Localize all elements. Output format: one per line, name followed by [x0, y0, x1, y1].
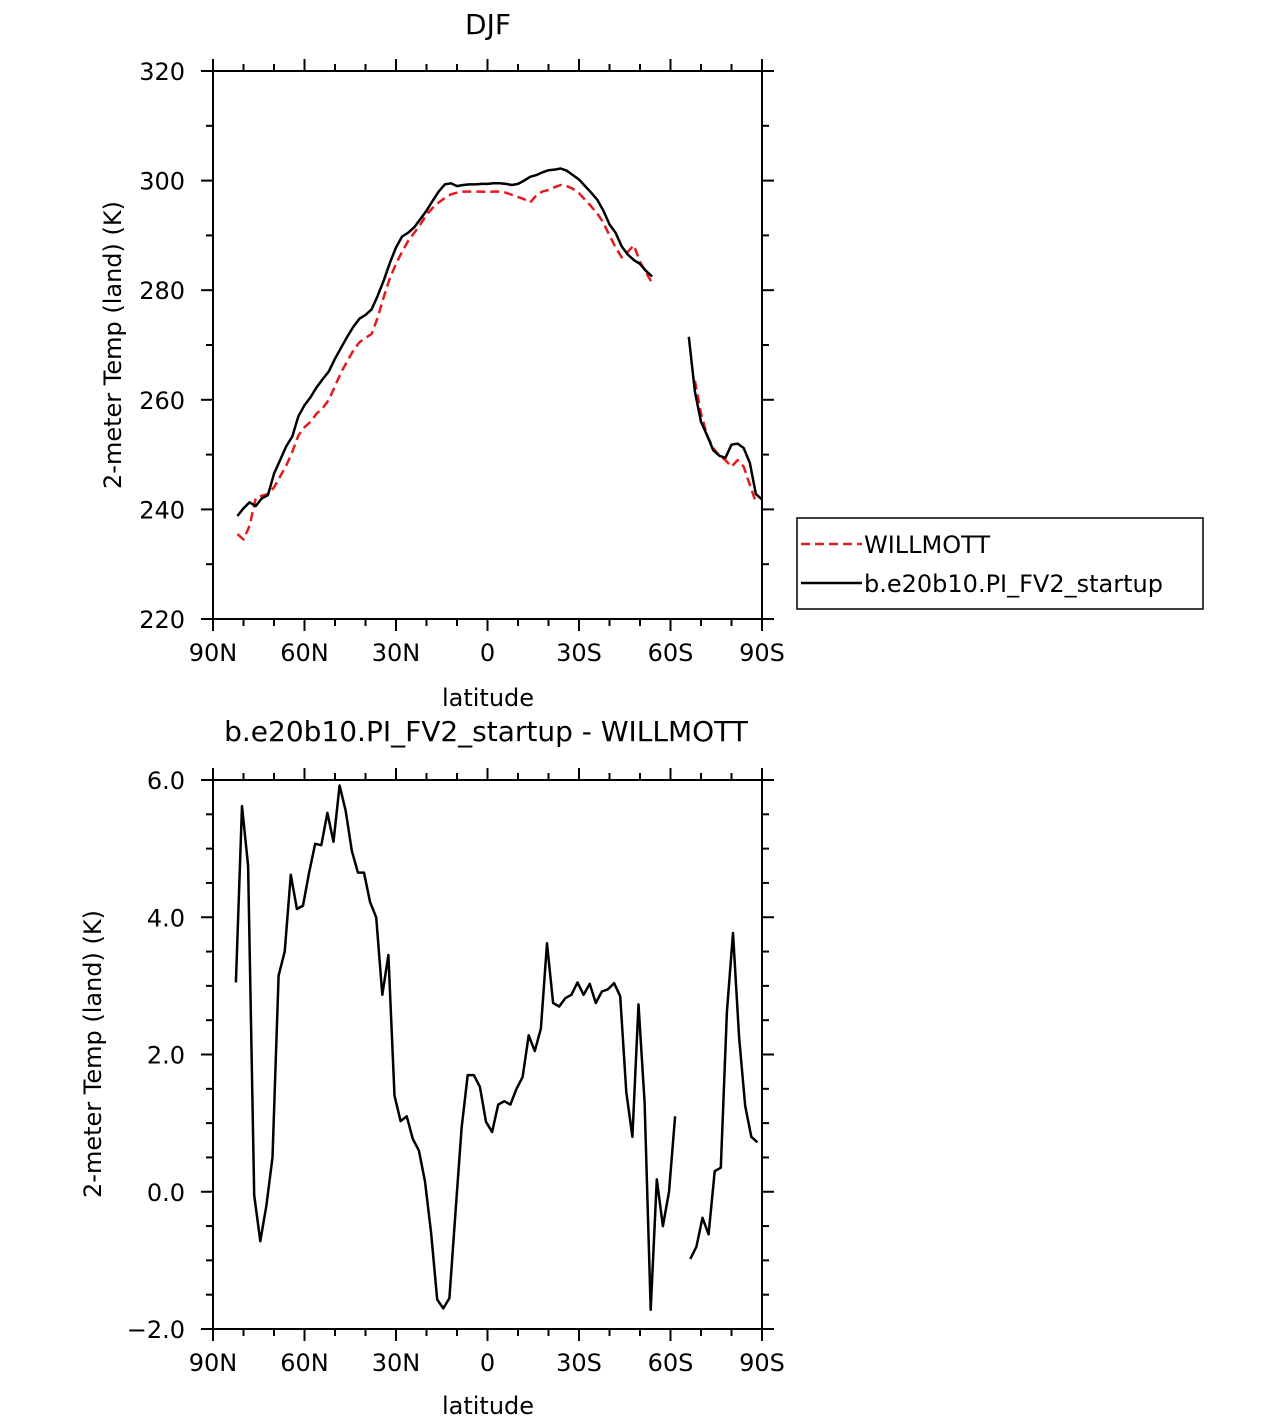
plot-frame — [212, 70, 763, 620]
x-tick-label: 0 — [480, 1349, 495, 1377]
x-tick-label: 30S — [556, 639, 602, 667]
y-tick-label: 320 — [139, 58, 185, 86]
x-tick-label: 60S — [648, 1349, 694, 1377]
x-tick-label: 90S — [739, 1349, 785, 1377]
x-tick-label: 90S — [739, 639, 785, 667]
axis-ticks — [201, 768, 774, 1341]
x-tick-label: 30S — [556, 1349, 602, 1377]
y-tick-label: 4.0 — [147, 904, 185, 932]
x-tick-label: 90N — [189, 1349, 238, 1377]
y-tick-label: 260 — [139, 387, 185, 415]
y-tick-label: 280 — [139, 277, 185, 305]
axis-ticks — [201, 59, 774, 631]
legend-box — [796, 517, 1204, 610]
y-tick-label: 240 — [139, 496, 185, 524]
y-axis-tick-labels: −2.0 0.0 2.0 4.0 6.0 — [127, 767, 185, 1344]
chart-title: DJF — [465, 8, 511, 41]
y-axis-tick-labels: 220 240 260 280 300 320 — [139, 58, 185, 634]
bottom-difference-chart: b.e20b10.PI_FV2_startup - WILLMOTT −2.0 0… — [79, 715, 785, 1420]
y-axis-title: 2-meter Temp (land) (K) — [99, 201, 127, 489]
x-axis-title: latitude — [442, 684, 534, 712]
legend: WILLMOTT b.e20b10.PI_FV2_startup — [796, 517, 1204, 610]
x-tick-label: 60N — [280, 639, 329, 667]
y-axis-title: 2-meter Temp (land) (K) — [79, 910, 107, 1198]
x-tick-label: 30N — [372, 639, 421, 667]
y-tick-label: 2.0 — [147, 1042, 185, 1070]
x-axis-title: latitude — [442, 1392, 534, 1420]
series-line-0 — [689, 931, 759, 1260]
chart-title: b.e20b10.PI_FV2_startup - WILLMOTT — [224, 715, 749, 748]
x-tick-label: 90N — [189, 639, 238, 667]
x-tick-label: 0 — [480, 639, 495, 667]
legend-label-model: b.e20b10.PI_FV2_startup — [864, 570, 1163, 598]
series-line-0 — [236, 183, 654, 541]
x-tick-label: 60N — [280, 1349, 329, 1377]
series-line-1 — [687, 336, 763, 501]
y-tick-label: −2.0 — [127, 1316, 185, 1344]
x-tick-label: 30N — [372, 1349, 421, 1377]
legend-label-willmott: WILLMOTT — [864, 531, 990, 559]
series-line-0 — [693, 380, 758, 503]
y-tick-label: 300 — [139, 168, 185, 196]
y-tick-label: 0.0 — [147, 1179, 185, 1207]
x-tick-label: 60S — [648, 639, 694, 667]
x-axis-tick-labels: 90N 60N 30N 0 30S 60S 90S — [189, 1349, 785, 1377]
series-lines — [234, 784, 759, 1312]
series-line-1 — [236, 167, 654, 517]
series-line-0 — [234, 784, 677, 1312]
x-axis-tick-labels: 90N 60N 30N 0 30S 60S 90S — [189, 639, 785, 667]
y-tick-label: 6.0 — [147, 767, 185, 795]
series-lines — [236, 167, 763, 541]
plot-frame — [212, 779, 763, 1330]
y-tick-label: 220 — [139, 606, 185, 634]
